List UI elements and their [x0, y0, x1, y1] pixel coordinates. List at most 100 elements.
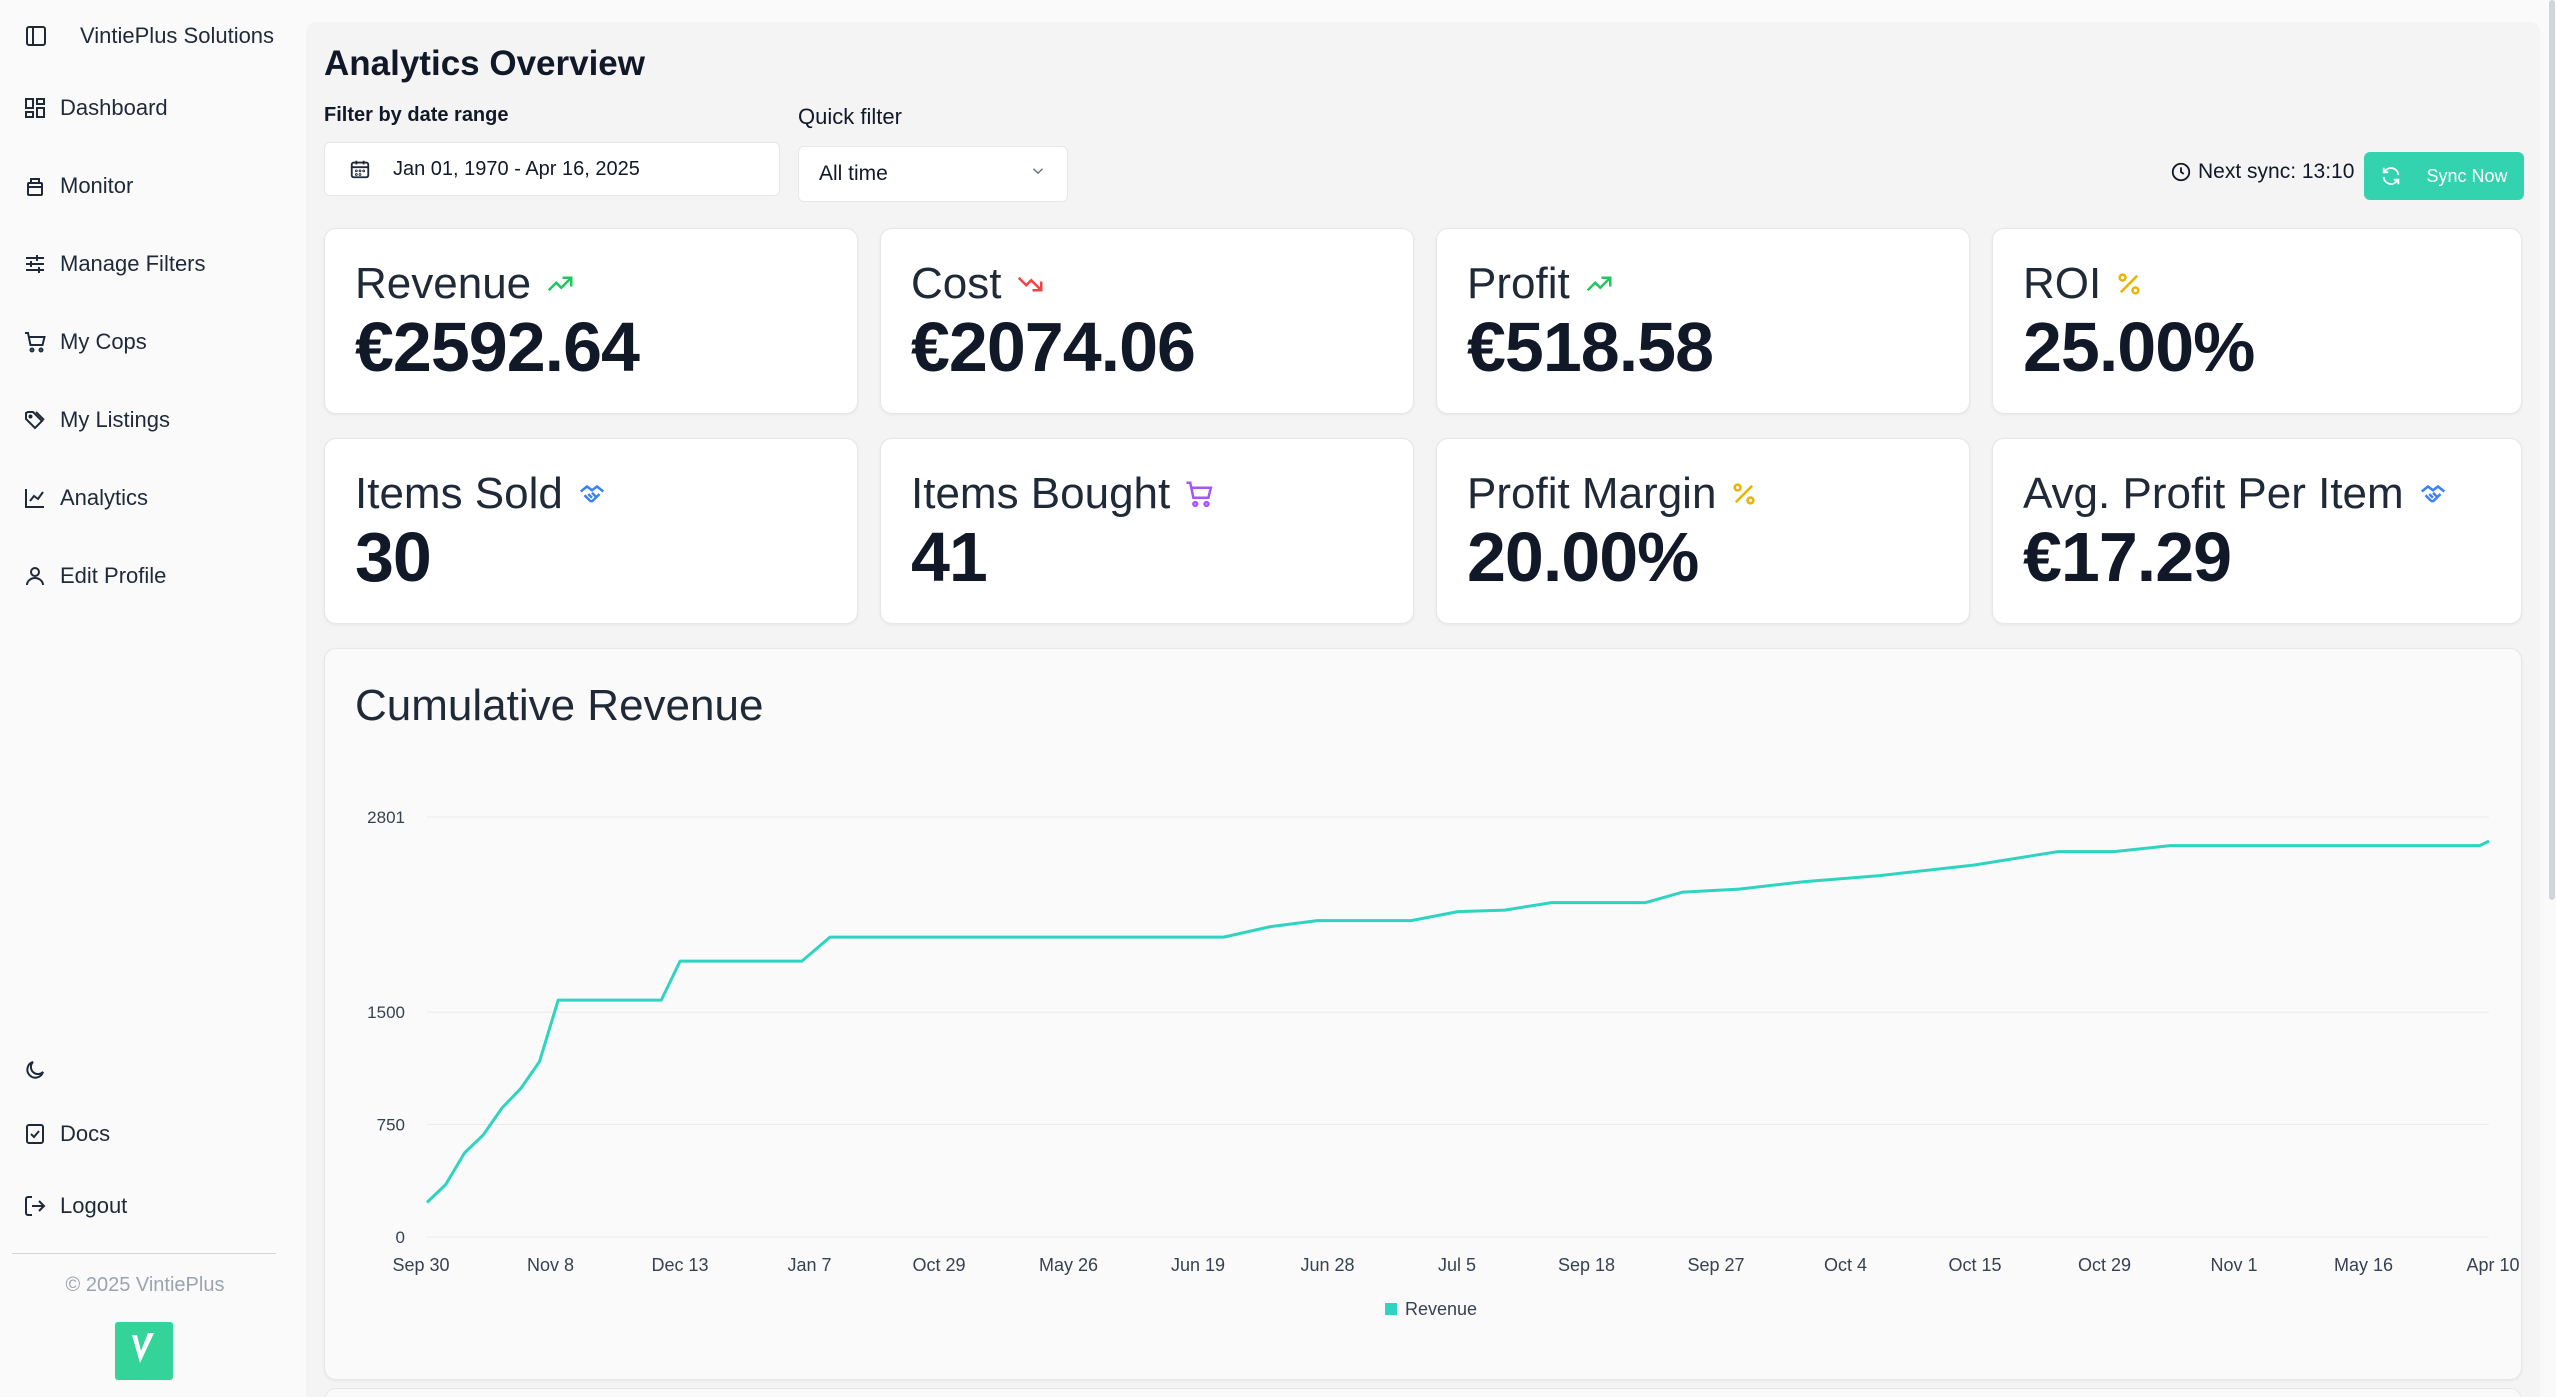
x-tick-label: Jun 28: [1300, 1255, 1354, 1275]
stat-label: Items Sold: [355, 469, 563, 518]
x-tick-label: Jul 5: [1438, 1255, 1476, 1275]
chart-title: Cumulative Revenue: [355, 681, 764, 730]
stat-value: 41: [911, 518, 988, 596]
stat-label: Revenue: [355, 259, 532, 308]
legend-swatch: [1385, 1303, 1397, 1315]
chevron-down-icon: [1029, 162, 1047, 186]
theme-toggle[interactable]: [22, 1050, 60, 1090]
sidebar-item-label: Manage Filters: [60, 251, 206, 276]
x-tick-label: Nov 1: [2210, 1255, 2257, 1275]
sidebar-item-label: My Cops: [60, 329, 147, 354]
brand: VintiePlus Solutions: [22, 22, 274, 50]
stat-card-roi: ROI 25.00%: [1992, 228, 2522, 414]
x-tick-label: Jun 19: [1171, 1255, 1225, 1275]
sidebar-item-docs[interactable]: Docs: [22, 1114, 110, 1154]
sidebar-toggle-icon[interactable]: [22, 22, 50, 50]
date-range-picker[interactable]: Jan 01, 1970 - Apr 16, 2025: [324, 142, 780, 196]
x-tick-label: Dec 13: [651, 1255, 708, 1275]
sidebar: VintiePlus Solutions Dashboard Monitor M…: [0, 0, 290, 1397]
sync-now-button[interactable]: Sync Now: [2364, 152, 2524, 200]
user-icon: [22, 563, 48, 589]
next-sync-text: Next sync: 13:10: [2198, 160, 2355, 183]
stat-label: Items Bought: [911, 469, 1171, 518]
monitor-icon: [22, 173, 48, 199]
cart-icon: [1184, 479, 1214, 509]
sidebar-item-label: Monitor: [60, 173, 134, 198]
x-tick-label: Oct 29: [912, 1255, 965, 1275]
sidebar-item-analytics[interactable]: Analytics: [22, 478, 148, 518]
stat-value: 20.00%: [1467, 518, 1699, 596]
stat-card-profit-margin: Profit Margin 20.00%: [1436, 438, 1970, 624]
x-tick-label: Oct 4: [1824, 1255, 1867, 1275]
stat-card-revenue: Revenue €2592.64: [324, 228, 858, 414]
date-filter-label: Filter by date range: [324, 104, 509, 126]
stat-value: €518.58: [1467, 308, 1714, 386]
x-tick-label: Oct 15: [1948, 1255, 2001, 1275]
stat-label: ROI: [2023, 259, 2102, 308]
calendar-icon: [349, 158, 371, 180]
y-tick-label: 0: [396, 1228, 405, 1247]
next-section-card: [324, 1388, 2522, 1397]
sidebar-item-monitor[interactable]: Monitor: [22, 166, 133, 206]
docs-icon: [22, 1121, 48, 1147]
sidebar-item-label: Logout: [60, 1193, 128, 1218]
quick-filter-select[interactable]: All time: [798, 146, 1068, 202]
percent-icon: [2115, 270, 2143, 298]
stat-card-items-bought: Items Bought 41: [880, 438, 1414, 624]
sidebar-item-label: Analytics: [60, 485, 149, 510]
x-tick-label: Oct 29: [2078, 1255, 2131, 1275]
date-range-value: Jan 01, 1970 - Apr 16, 2025: [393, 157, 640, 180]
sidebar-item-my-listings[interactable]: My Listings: [22, 400, 170, 440]
brand-name: VintiePlus Solutions: [80, 23, 275, 48]
stat-value: €2592.64: [355, 308, 640, 386]
handshake-icon: [577, 479, 607, 509]
stat-value: €2074.06: [911, 308, 1196, 386]
stat-card-cost: Cost €2074.06: [880, 228, 1414, 414]
sidebar-item-label: My Listings: [60, 407, 171, 432]
tags-icon: [22, 407, 48, 433]
app-logo: [115, 1322, 173, 1380]
quick-filter-label: Quick filter: [798, 104, 902, 129]
cart-icon: [22, 329, 48, 355]
y-tick-label: 1500: [367, 1003, 405, 1022]
y-tick-label: 2801: [367, 808, 405, 827]
sliders-icon: [22, 251, 48, 277]
handshake-icon: [2418, 479, 2448, 509]
y-tick-label: 750: [377, 1116, 405, 1135]
sidebar-item-edit-profile[interactable]: Edit Profile: [22, 556, 166, 596]
scrollbar[interactable]: [2549, 0, 2555, 900]
stat-value: 25.00%: [2023, 308, 2255, 386]
x-tick-label: May 26: [1039, 1255, 1098, 1275]
x-tick-label: Jan 7: [787, 1255, 831, 1275]
logout-icon: [22, 1193, 48, 1219]
sidebar-item-dashboard[interactable]: Dashboard: [22, 88, 168, 128]
clock-icon: [2170, 161, 2192, 183]
sidebar-item-label: Edit Profile: [60, 563, 167, 588]
main-panel: Analytics Overview Filter by date range …: [306, 22, 2540, 1397]
x-tick-label: May 16: [2334, 1255, 2393, 1275]
quick-filter-value: All time: [819, 162, 888, 185]
stat-value: 30: [355, 518, 432, 596]
moon-icon: [22, 1057, 48, 1083]
stat-value: €17.29: [2023, 518, 2232, 596]
stat-card-profit: Profit €518.58: [1436, 228, 1970, 414]
stat-card-items-sold: Items Sold 30: [324, 438, 858, 624]
sync-now-label: Sync Now: [2426, 165, 2508, 186]
sidebar-item-manage-filters[interactable]: Manage Filters: [22, 244, 206, 284]
copyright: © 2025 VintiePlus: [65, 1274, 225, 1296]
sidebar-item-logout[interactable]: Logout: [22, 1186, 127, 1226]
trending-up-icon: [545, 269, 575, 299]
refresh-icon: [2380, 165, 2402, 187]
sidebar-item-my-cops[interactable]: My Cops: [22, 322, 147, 362]
stat-card-avg-profit: Avg. Profit Per Item €17.29: [1992, 438, 2522, 624]
x-tick-label: Sep 18: [1558, 1255, 1615, 1275]
x-tick-label: Apr 10: [2466, 1255, 2519, 1275]
percent-icon: [1730, 480, 1758, 508]
sidebar-divider: [12, 1253, 276, 1254]
x-tick-label: Sep 30: [392, 1255, 449, 1275]
x-tick-label: Nov 8: [527, 1255, 574, 1275]
trending-down-icon: [1015, 269, 1045, 299]
dashboard-icon: [22, 95, 48, 121]
stat-label: Avg. Profit Per Item: [2023, 469, 2404, 518]
sidebar-item-label: Dashboard: [60, 95, 168, 120]
